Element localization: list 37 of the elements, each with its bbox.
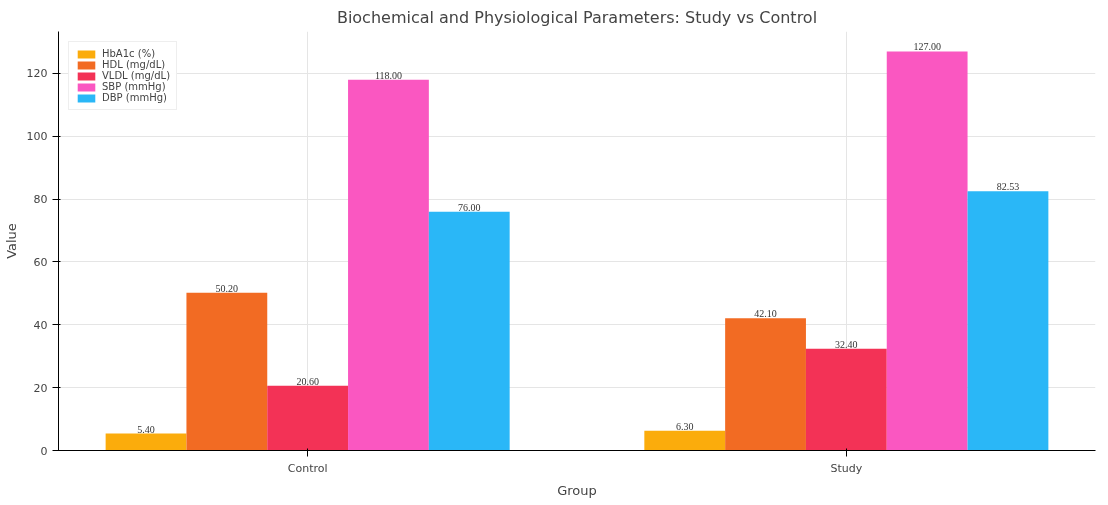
data-label: 42.10 — [754, 308, 777, 320]
bar — [428, 211, 510, 451]
y-axis-title: Value — [3, 223, 19, 259]
bar — [348, 79, 429, 451]
legend-label: VLDL (mg/dL) — [102, 70, 171, 81]
x-tick-label: Control — [287, 461, 328, 475]
bar — [967, 191, 1049, 451]
data-label: 20.60 — [296, 375, 319, 387]
bar — [186, 292, 268, 451]
bar — [644, 430, 726, 451]
bar — [267, 385, 349, 451]
y-tick-label: 0 — [40, 444, 48, 458]
data-label: 82.53 — [996, 181, 1020, 193]
data-label: 76.00 — [458, 201, 481, 213]
bar — [886, 51, 968, 451]
data-label: 118.00 — [374, 69, 403, 81]
legend-label: SBP (mmHg) — [102, 81, 166, 92]
data-label: 5.40 — [137, 423, 155, 435]
data-label: 32.40 — [835, 338, 858, 350]
bar — [105, 433, 187, 451]
y-tick-label: 80 — [33, 193, 48, 207]
y-tick-label: 100 — [26, 130, 48, 144]
x-tick-label: Study — [830, 461, 863, 475]
data-label: 50.20 — [215, 282, 239, 294]
data-label: 127.00 — [913, 41, 941, 53]
bar — [805, 348, 887, 451]
data-label: 6.30 — [675, 420, 694, 432]
chart-title: Biochemical and Physiological Parameters: Study vs Control — [336, 7, 818, 27]
legend-label: HDL (mg/dL) — [102, 59, 166, 70]
y-tick-label: 60 — [33, 255, 48, 269]
y-tick-label: 120 — [26, 67, 48, 81]
y-tick-label: 40 — [33, 318, 48, 332]
legend-label: DBP (mmHg) — [102, 92, 167, 103]
bar — [725, 318, 806, 451]
y-tick-label: 20 — [33, 381, 48, 395]
x-axis-title: Group — [557, 482, 597, 498]
legend-label: HbA1c (%) — [102, 48, 156, 59]
